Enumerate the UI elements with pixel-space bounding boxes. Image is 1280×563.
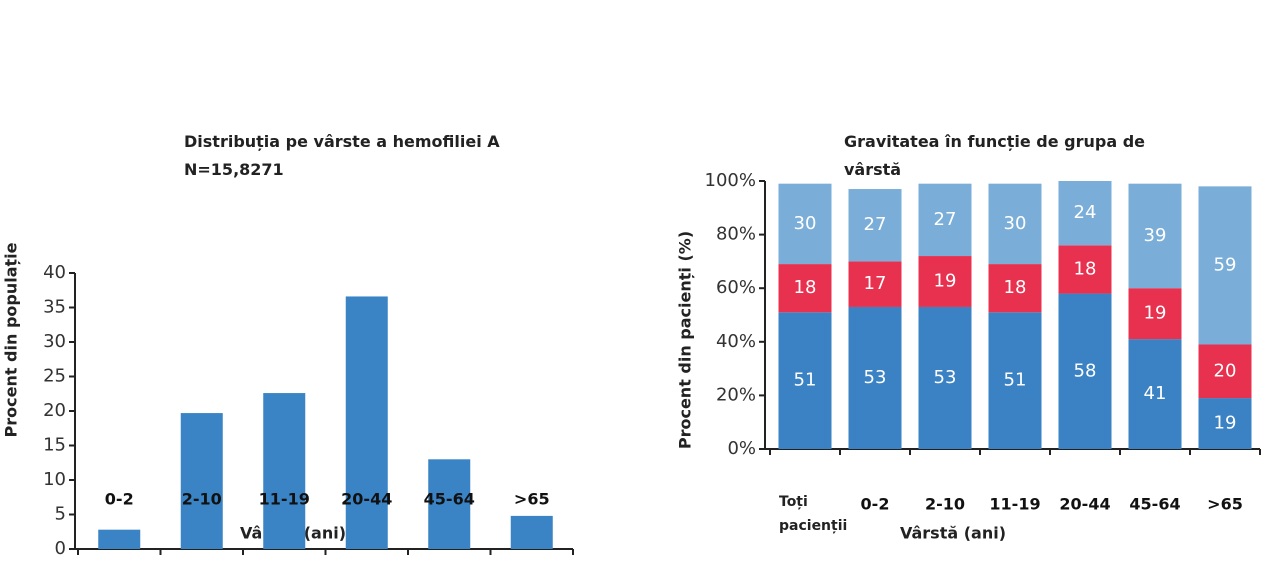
y-tick-label: 40 xyxy=(43,262,66,283)
bar-segment xyxy=(918,306,972,449)
data-label: 19 xyxy=(1214,413,1237,434)
x-tick-label: >65 xyxy=(514,490,550,509)
data-label: 18 xyxy=(794,277,817,298)
chart-title: Gravitatea în funcție de grupa de vârstă xyxy=(844,132,1146,179)
x-tick-label: 20-44 xyxy=(1059,495,1110,514)
x-tick-label: 0-2 xyxy=(861,495,890,514)
data-label: 19 xyxy=(934,271,957,292)
bar-segment xyxy=(1058,181,1112,246)
data-label: 51 xyxy=(1004,370,1027,391)
bar-segment xyxy=(988,312,1042,449)
bar-segment xyxy=(1128,288,1182,340)
bar xyxy=(263,393,306,549)
bar-segment xyxy=(778,264,832,313)
data-label: 17 xyxy=(864,273,887,294)
data-label: 18 xyxy=(1074,258,1097,279)
bar-segment xyxy=(778,312,832,449)
bar-segment xyxy=(1198,398,1252,449)
y-tick-label: 20 xyxy=(43,400,66,421)
bar-segment xyxy=(848,189,902,262)
data-label: 18 xyxy=(1004,277,1027,298)
x-tick-label: 11-19 xyxy=(989,495,1040,514)
bar-segment xyxy=(848,306,902,449)
bar xyxy=(345,296,388,549)
bar-segment xyxy=(778,183,832,265)
bar-segment xyxy=(918,183,972,257)
x-tick-label: >65 xyxy=(1207,495,1243,514)
bar-segment xyxy=(848,261,902,307)
y-axis-label: Procent din pacienți (%) xyxy=(676,231,695,449)
x-axis-label: Vârstă (ani) xyxy=(900,524,1006,543)
x-tick-label: Toți pacienții xyxy=(779,494,848,534)
y-tick-label: 40% xyxy=(716,331,756,352)
data-label: 41 xyxy=(1144,383,1167,404)
bar xyxy=(180,413,223,549)
x-tick-label: 11-19 xyxy=(259,490,310,509)
bar-segment xyxy=(988,264,1042,313)
bar-segment xyxy=(918,256,972,307)
y-tick-label: 60% xyxy=(716,277,756,298)
bar-segment xyxy=(1058,245,1112,294)
chart-title: Distribuția pe vârste a hemofiliei A xyxy=(184,132,500,151)
data-label: 27 xyxy=(864,214,887,235)
y-tick-label: 20% xyxy=(716,384,756,405)
bar xyxy=(98,529,141,549)
x-tick-label: 2-10 xyxy=(925,495,965,514)
data-label: 19 xyxy=(1144,303,1167,324)
bar xyxy=(428,459,471,549)
bar-segment xyxy=(1128,183,1182,289)
y-tick-label: 5 xyxy=(55,504,66,525)
bar xyxy=(510,515,553,549)
data-label: 24 xyxy=(1074,202,1097,223)
y-tick-label: 0% xyxy=(727,438,756,459)
x-tick-label: 2-10 xyxy=(182,490,222,509)
bar-segment xyxy=(1058,293,1112,449)
data-label: 59 xyxy=(1214,254,1237,275)
bar-segment xyxy=(1128,339,1182,449)
data-label: 53 xyxy=(864,367,887,388)
bar-segment xyxy=(1198,186,1252,345)
data-label: 20 xyxy=(1214,360,1237,381)
y-axis-label: Procent din populație xyxy=(2,242,21,437)
y-tick-label: 25 xyxy=(43,366,66,387)
x-tick-label: 0-2 xyxy=(105,490,134,509)
data-label: 51 xyxy=(794,370,817,391)
data-label: 30 xyxy=(1004,213,1027,234)
chart-subtitle: N=15,8271 xyxy=(184,160,284,179)
data-label: 58 xyxy=(1074,360,1097,381)
x-tick-label: 45-64 xyxy=(1129,495,1180,514)
y-tick-label: 15 xyxy=(43,435,66,456)
y-tick-label: 100% xyxy=(705,170,756,191)
bar-segment xyxy=(1198,344,1252,399)
data-label: 30 xyxy=(794,213,817,234)
x-tick-label: 45-64 xyxy=(424,490,475,509)
bar-segment xyxy=(988,183,1042,265)
y-tick-label: 30 xyxy=(43,331,66,352)
y-tick-label: 35 xyxy=(43,297,66,318)
data-label: 27 xyxy=(934,209,957,230)
y-tick-label: 80% xyxy=(716,224,756,245)
y-tick-label: 0 xyxy=(55,538,66,559)
data-label: 39 xyxy=(1144,225,1167,246)
x-tick-label: 20-44 xyxy=(341,490,392,509)
y-tick-label: 10 xyxy=(43,469,66,490)
data-label: 53 xyxy=(934,367,957,388)
